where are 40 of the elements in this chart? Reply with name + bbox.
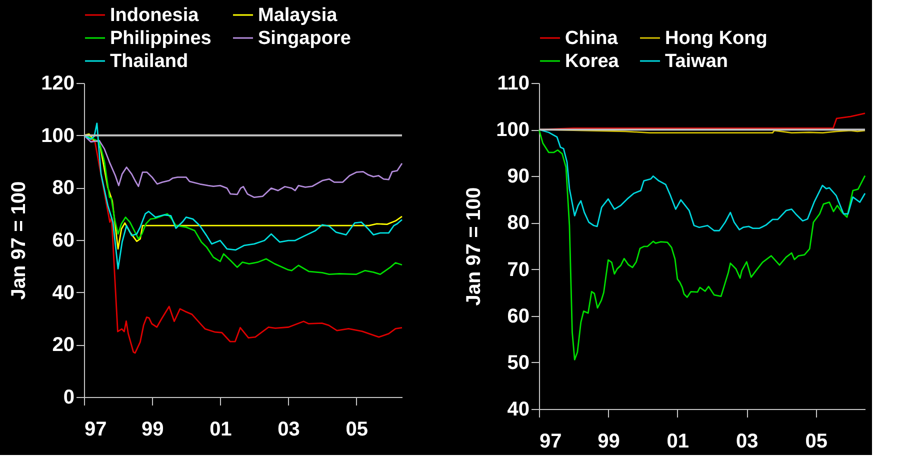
y-tick-label: 70 xyxy=(507,258,530,281)
y-tick-label: 100 xyxy=(41,124,74,147)
x-tick-label: 97 xyxy=(540,430,562,452)
y-tick-label: 40 xyxy=(507,398,530,420)
x-tick-label: 01 xyxy=(210,418,232,440)
y-tick-label: 100 xyxy=(496,119,530,142)
legend-label: Taiwan xyxy=(665,51,728,72)
y-tick-label: 120 xyxy=(41,72,74,94)
x-tick-label: 03 xyxy=(278,418,300,440)
y-tick-label: 50 xyxy=(507,352,530,374)
legend-label: Thailand xyxy=(110,51,188,72)
x-tick-label: 01 xyxy=(666,430,690,452)
legend-label: Philippines xyxy=(110,28,212,49)
legend-label: Singapore xyxy=(258,28,351,49)
legend-label: Indonesia xyxy=(110,5,200,26)
y-tick-label: 90 xyxy=(507,166,530,188)
y-tick-label: 110 xyxy=(497,72,530,94)
y-axis-title: Jan 97 = 100 xyxy=(463,187,486,306)
legend-label: Malaysia xyxy=(258,5,338,26)
y-tick-label: 40 xyxy=(52,282,74,304)
y-tick-label: 0 xyxy=(63,386,74,408)
x-tick-label: 03 xyxy=(736,430,758,452)
y-tick-label: 80 xyxy=(52,177,74,200)
legend-label: Korea xyxy=(565,51,620,72)
y-tick-label: 60 xyxy=(52,230,74,252)
y-tick-label: 60 xyxy=(507,305,530,328)
legend-label: Hong Kong xyxy=(665,28,768,49)
y-tick-label: 80 xyxy=(507,212,530,234)
x-tick-label: 99 xyxy=(141,418,164,440)
line-series xyxy=(538,128,866,360)
line-series xyxy=(538,128,866,232)
x-tick-label: 97 xyxy=(84,418,107,440)
x-tick-label: 99 xyxy=(598,430,620,452)
y-tick-label: 20 xyxy=(52,334,74,356)
legend-label: China xyxy=(565,28,618,49)
y-axis-title: Jan 97 = 100 xyxy=(8,181,30,300)
line-series xyxy=(83,133,403,250)
line-series xyxy=(83,134,403,198)
x-tick-label: 05 xyxy=(346,418,368,440)
x-tick-label: 05 xyxy=(805,430,828,452)
